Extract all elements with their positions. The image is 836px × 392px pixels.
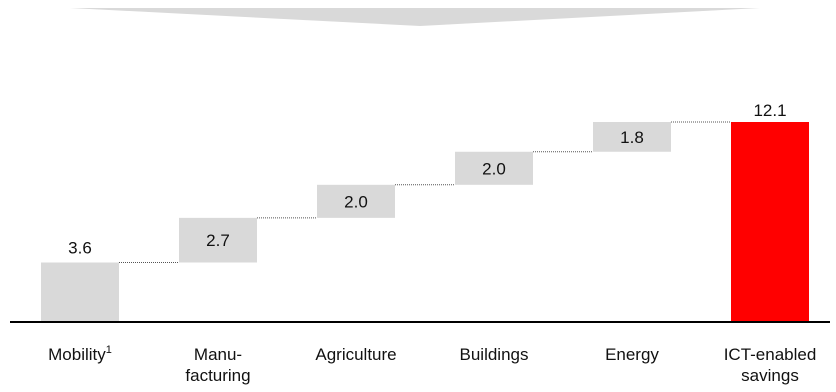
category-label: Manu-facturing [185, 345, 250, 385]
category-label: Buildings [460, 345, 529, 364]
footnote-superscript: 1 [106, 344, 112, 356]
category-label: ICT-enabled savings [724, 345, 817, 385]
value-label: 12.1 [753, 101, 786, 120]
waterfall-bar [317, 184, 395, 218]
bars-group [41, 122, 809, 322]
total-bar [731, 122, 809, 322]
waterfall-bar [455, 151, 533, 185]
value-label: 2.0 [344, 192, 368, 211]
value-label: 1.8 [620, 128, 644, 147]
value-label: 2.7 [206, 231, 230, 250]
value-labels-group: 3.6 2.7 2.0 2.0 1.8 12.1 [68, 101, 786, 257]
value-label: 2.0 [482, 159, 506, 178]
waterfall-bar [179, 217, 257, 263]
category-label: Agriculture [315, 345, 396, 364]
category-label: Energy [605, 345, 659, 364]
waterfall-bar [41, 262, 119, 322]
category-labels-group: Mobility1 Manu-facturing Agriculture Buildi… [48, 344, 816, 385]
top-banner-arrow [70, 8, 760, 26]
waterfall-bar [593, 122, 671, 152]
value-label: 3.6 [68, 238, 92, 257]
category-label: Mobility1 [48, 344, 112, 364]
connectors-group [119, 121, 731, 263]
